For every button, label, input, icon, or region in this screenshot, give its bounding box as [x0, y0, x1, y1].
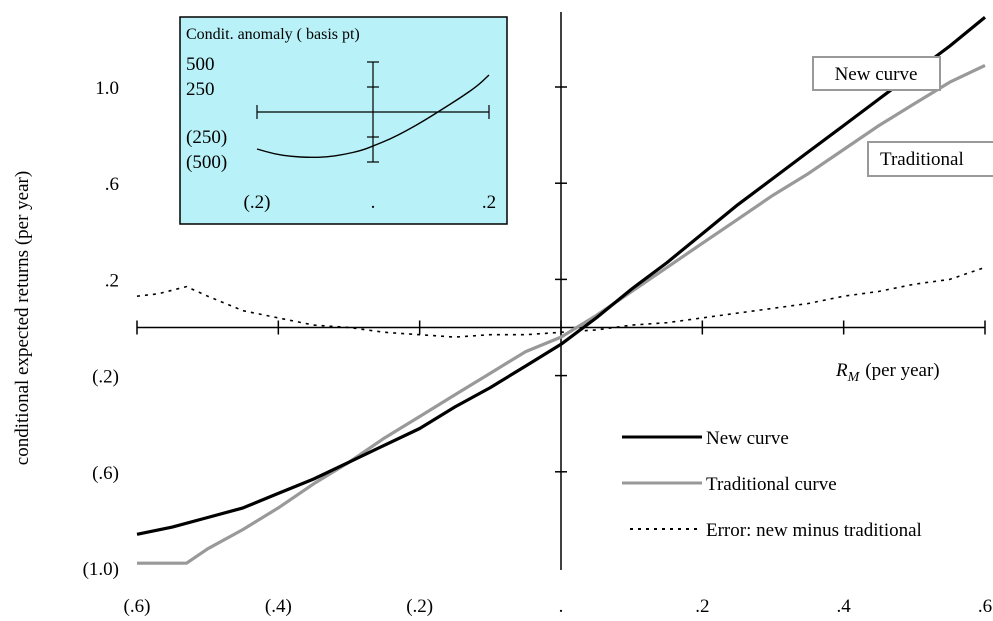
callout-traditional-box — [867, 141, 993, 177]
y-tick-label: .2 — [105, 270, 119, 291]
inset-series — [256, 74, 490, 159]
x-tick-label: (.2) — [406, 596, 433, 617]
inset-background — [179, 16, 508, 225]
inset-y-tick-label: 250 — [186, 79, 215, 100]
inset-x-tick-label: (.2) — [244, 192, 271, 213]
legend-label-new: New curve — [706, 428, 789, 449]
series-line-0 — [136, 16, 987, 536]
y-tick-label: (1.0) — [83, 559, 119, 580]
x-tick-label: .2 — [695, 596, 709, 617]
series-line-1 — [137, 63, 986, 565]
inset-x-tick-label: . — [371, 192, 376, 213]
callout-new-curve-box — [812, 56, 941, 91]
x-tick-label: . — [559, 596, 564, 617]
y-tick-label: (.2) — [92, 367, 119, 388]
inset-axes: 500 250 (250) (500) (.2). .2 — [186, 54, 496, 213]
legend-label-error: Error: new minus traditional — [706, 520, 922, 541]
inset-y-tick-label: (250) — [186, 127, 227, 148]
legend-label-traditional: Traditional curve — [706, 474, 837, 495]
x-tick-label: (.6) — [124, 596, 151, 617]
main-series — [136, 16, 987, 565]
y-tick-label: (.6) — [92, 463, 119, 484]
x-axis-title: RM (per year) — [835, 360, 940, 385]
x-axis-title-sub: M — [847, 370, 861, 385]
inset-y-tick-label: (500) — [186, 152, 227, 173]
x-tick-label: .4 — [837, 596, 852, 617]
y-tick-label: .6 — [105, 174, 119, 195]
x-tick-label: (.4) — [265, 596, 292, 617]
x-axis-title-suffix: (per year) — [865, 360, 939, 381]
callout-new-curve-label: New curve — [835, 64, 918, 85]
y-tick-label: 1.0 — [95, 78, 119, 99]
x-tick-label: .6 — [978, 596, 992, 617]
inset-x-tick-label: .2 — [482, 192, 496, 213]
inset-chart: Condit. anomaly ( basis pt) 500 250 (250) (… — [179, 16, 508, 225]
inset-title: Condit. anomaly ( basis pt) — [186, 26, 360, 43]
callout-new-curve: New curve — [812, 56, 941, 91]
inset-series-line — [256, 74, 490, 159]
callout-traditional: Traditional — [867, 141, 993, 177]
inset-y-tick-label: 500 — [186, 54, 215, 75]
callout-traditional-label: Traditional — [880, 149, 964, 170]
legend: New curve Traditional curve Error: new m… — [622, 428, 922, 541]
x-axis-title-main: R — [835, 360, 848, 381]
y-axis-title: conditional expected returns (per year) — [12, 171, 33, 465]
main-axes: (.6) (.4) (.2). .2.4.61.0.6.2(.2)(.6)(1.0) — [83, 12, 992, 617]
